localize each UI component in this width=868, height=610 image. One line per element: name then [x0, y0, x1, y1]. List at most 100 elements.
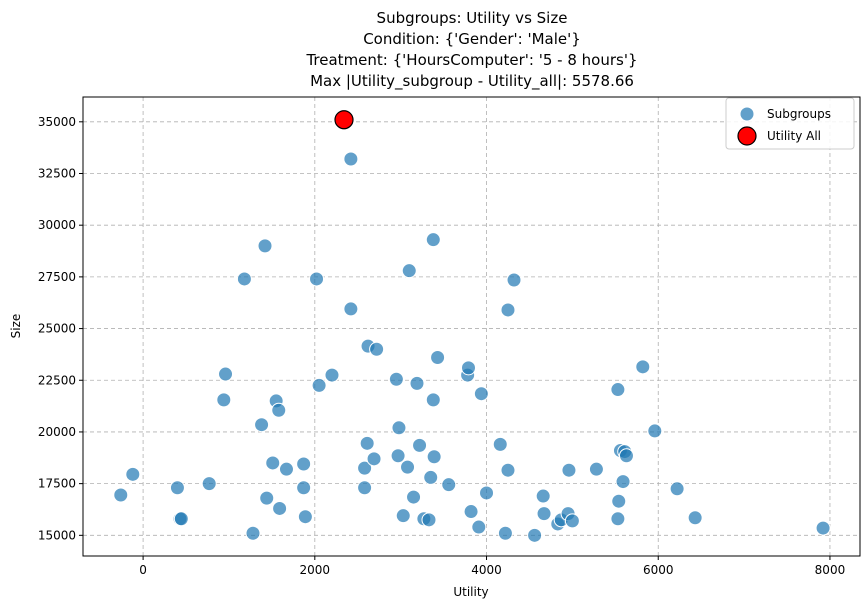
subgroup-point — [426, 449, 442, 465]
y-tick-label: 27500 — [38, 270, 76, 284]
y-tick-label: 17500 — [38, 477, 76, 491]
subgroup-point — [647, 423, 663, 439]
subgroup-point — [421, 512, 437, 528]
subgroup-point — [388, 371, 404, 387]
plot-frame — [82, 96, 861, 557]
legend-label-utility-all: Utility All — [767, 129, 821, 143]
y-tick-label: 22500 — [38, 373, 76, 387]
subgroup-point — [357, 480, 373, 496]
subgroup-point — [311, 377, 327, 393]
subgroup-point — [259, 490, 275, 506]
subgroup-point — [366, 451, 382, 467]
subgroup-point — [610, 511, 626, 527]
y-tick-label: 30000 — [38, 218, 76, 232]
subgroup-point — [391, 420, 407, 436]
subgroup-point — [324, 367, 340, 383]
subgroup-point — [401, 263, 417, 279]
subgroup-point — [409, 375, 425, 391]
subgroup-point — [400, 459, 416, 475]
title-line-1: Subgroups: Utility vs Size — [377, 9, 568, 27]
y-axis-label: Size — [9, 314, 23, 339]
x-tick-label: 8000 — [815, 563, 846, 577]
subgroup-point — [425, 232, 441, 248]
y-tick-label: 15000 — [38, 528, 76, 542]
subgroup-point — [564, 513, 580, 529]
subgroup-point — [343, 151, 359, 167]
subgroup-point — [257, 238, 273, 254]
subgroup-point — [423, 469, 439, 485]
subgroup-point — [497, 525, 513, 541]
grid — [83, 97, 860, 556]
title-line-2: Condition: {'Gender': 'Male'} — [363, 30, 581, 48]
y-tick-label: 25000 — [38, 322, 76, 336]
subgroup-point — [471, 519, 487, 535]
subgroup-point — [359, 435, 375, 451]
utility-all-point — [334, 110, 354, 130]
subgroup-point — [216, 392, 232, 408]
legend: Subgroups Utility All — [725, 97, 855, 150]
y-tick-label: 32500 — [38, 167, 76, 181]
legend-label-subgroups: Subgroups — [767, 107, 831, 121]
x-tick-label: 4000 — [471, 563, 502, 577]
subgroup-point — [441, 477, 457, 493]
subgroup-point — [296, 456, 312, 472]
axis-ticks: 0 2000 4000 6000 8000 15000 17500 20000 22500 250… — [38, 115, 845, 577]
subgroup-point — [390, 448, 406, 464]
subgroup-point — [297, 509, 313, 525]
subgroup-point — [296, 480, 312, 496]
subgroup-point — [473, 386, 489, 402]
subgroup-point — [395, 508, 411, 524]
subgroup-point — [169, 480, 185, 496]
subgroup-point — [309, 271, 325, 287]
subgroup-point — [460, 360, 476, 376]
subgroup-point — [113, 487, 129, 503]
subgroup-point — [669, 481, 685, 497]
subgroup-point — [500, 302, 516, 318]
subgroup-point — [173, 511, 189, 527]
subgroup-point — [492, 436, 508, 452]
legend-box — [725, 97, 855, 150]
subgroup-point — [412, 437, 428, 453]
subgroup-point — [430, 350, 446, 366]
subgroup-point — [125, 466, 141, 482]
subgroup-point — [635, 359, 651, 375]
subgroup-point — [357, 460, 373, 476]
subgroup-point — [506, 272, 522, 288]
subgroup-point — [201, 476, 217, 492]
subgroup-point — [245, 525, 261, 541]
x-tick-label: 2000 — [300, 563, 331, 577]
subgroup-point — [236, 271, 252, 287]
subgroup-point — [610, 382, 626, 398]
subgroup-point — [425, 392, 441, 408]
subgroup-point — [687, 510, 703, 526]
data-points — [113, 110, 831, 543]
y-tick-label: 35000 — [38, 115, 76, 129]
subgroup-point — [271, 402, 287, 418]
subgroup-point — [588, 461, 604, 477]
legend-marker-utility-all — [737, 126, 757, 146]
subgroup-point — [406, 489, 422, 505]
x-tick-label: 0 — [139, 563, 147, 577]
chart-title: Subgroups: Utility vs Size Condition: {'… — [305, 9, 637, 91]
y-tick-label: 20000 — [38, 425, 76, 439]
subgroup-point — [343, 301, 359, 317]
x-tick-label: 6000 — [643, 563, 674, 577]
subgroup-point — [500, 462, 516, 478]
subgroup-point — [611, 493, 627, 509]
subgroup-point — [615, 474, 631, 490]
subgroup-point — [278, 461, 294, 477]
subgroup-point — [254, 417, 270, 433]
x-axis-label: Utility — [453, 585, 488, 599]
subgroup-point — [265, 455, 281, 471]
subgroup-point — [369, 341, 385, 357]
title-line-4: Max |Utility_subgroup - Utility_all|: 55… — [310, 72, 634, 91]
subgroup-point — [218, 366, 234, 382]
subgroup-point — [618, 448, 634, 464]
subgroup-point — [463, 504, 479, 520]
legend-marker-subgroups — [739, 106, 755, 122]
subgroup-point — [527, 527, 543, 543]
subgroup-point — [561, 462, 577, 478]
subgroup-point — [479, 485, 495, 501]
subgroup-point — [815, 520, 831, 536]
